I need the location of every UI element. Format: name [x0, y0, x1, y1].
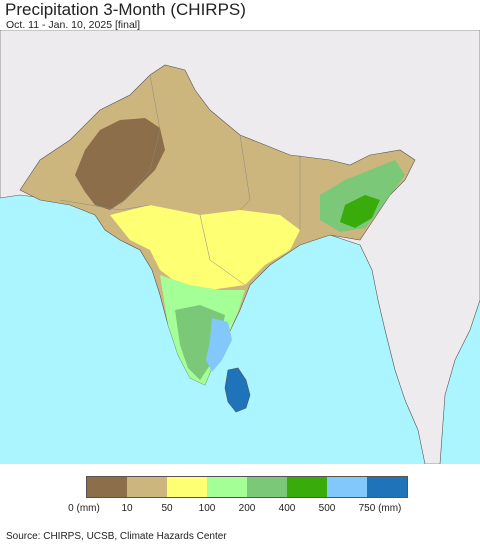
- legend-swatch: [87, 477, 127, 497]
- legend-swatch: [367, 477, 407, 497]
- legend-swatch: [247, 477, 287, 497]
- legend-tick-label: 0 (mm): [68, 503, 100, 514]
- legend-tick-label: 400: [278, 503, 296, 514]
- legend-swatch: [327, 477, 367, 497]
- map-title: Precipitation 3-Month (CHIRPS): [5, 0, 246, 19]
- precipitation-map: [0, 30, 480, 464]
- rain-500-750: [206, 318, 232, 372]
- rain-ne-heavy: [340, 195, 380, 228]
- legend-swatch: [167, 477, 207, 497]
- legend-tick-label: 10: [121, 503, 133, 514]
- sri-lanka: [224, 367, 251, 413]
- map-subtitle: Oct. 11 - Jan. 10, 2025 [final]: [6, 19, 141, 31]
- legend-swatch: [207, 477, 247, 497]
- legend-tick-label: 500: [318, 503, 336, 514]
- rain-50-100: [110, 205, 300, 290]
- legend-swatch: [287, 477, 327, 497]
- legend-tick-label: 750 (mm): [358, 503, 402, 514]
- rain-ne: [320, 160, 405, 232]
- admin-boundaries: [59, 74, 301, 286]
- legend-tick-label: 200: [238, 503, 256, 514]
- legend-tick-label: 100: [198, 503, 216, 514]
- legend-swatch: [127, 477, 167, 497]
- arid-zone: [75, 118, 165, 210]
- source-credit: Source: CHIRPS, UCSB, Climate Hazards Ce…: [6, 531, 227, 542]
- legend-tick-label: 50: [161, 503, 173, 514]
- legend-color-bar: [86, 476, 408, 498]
